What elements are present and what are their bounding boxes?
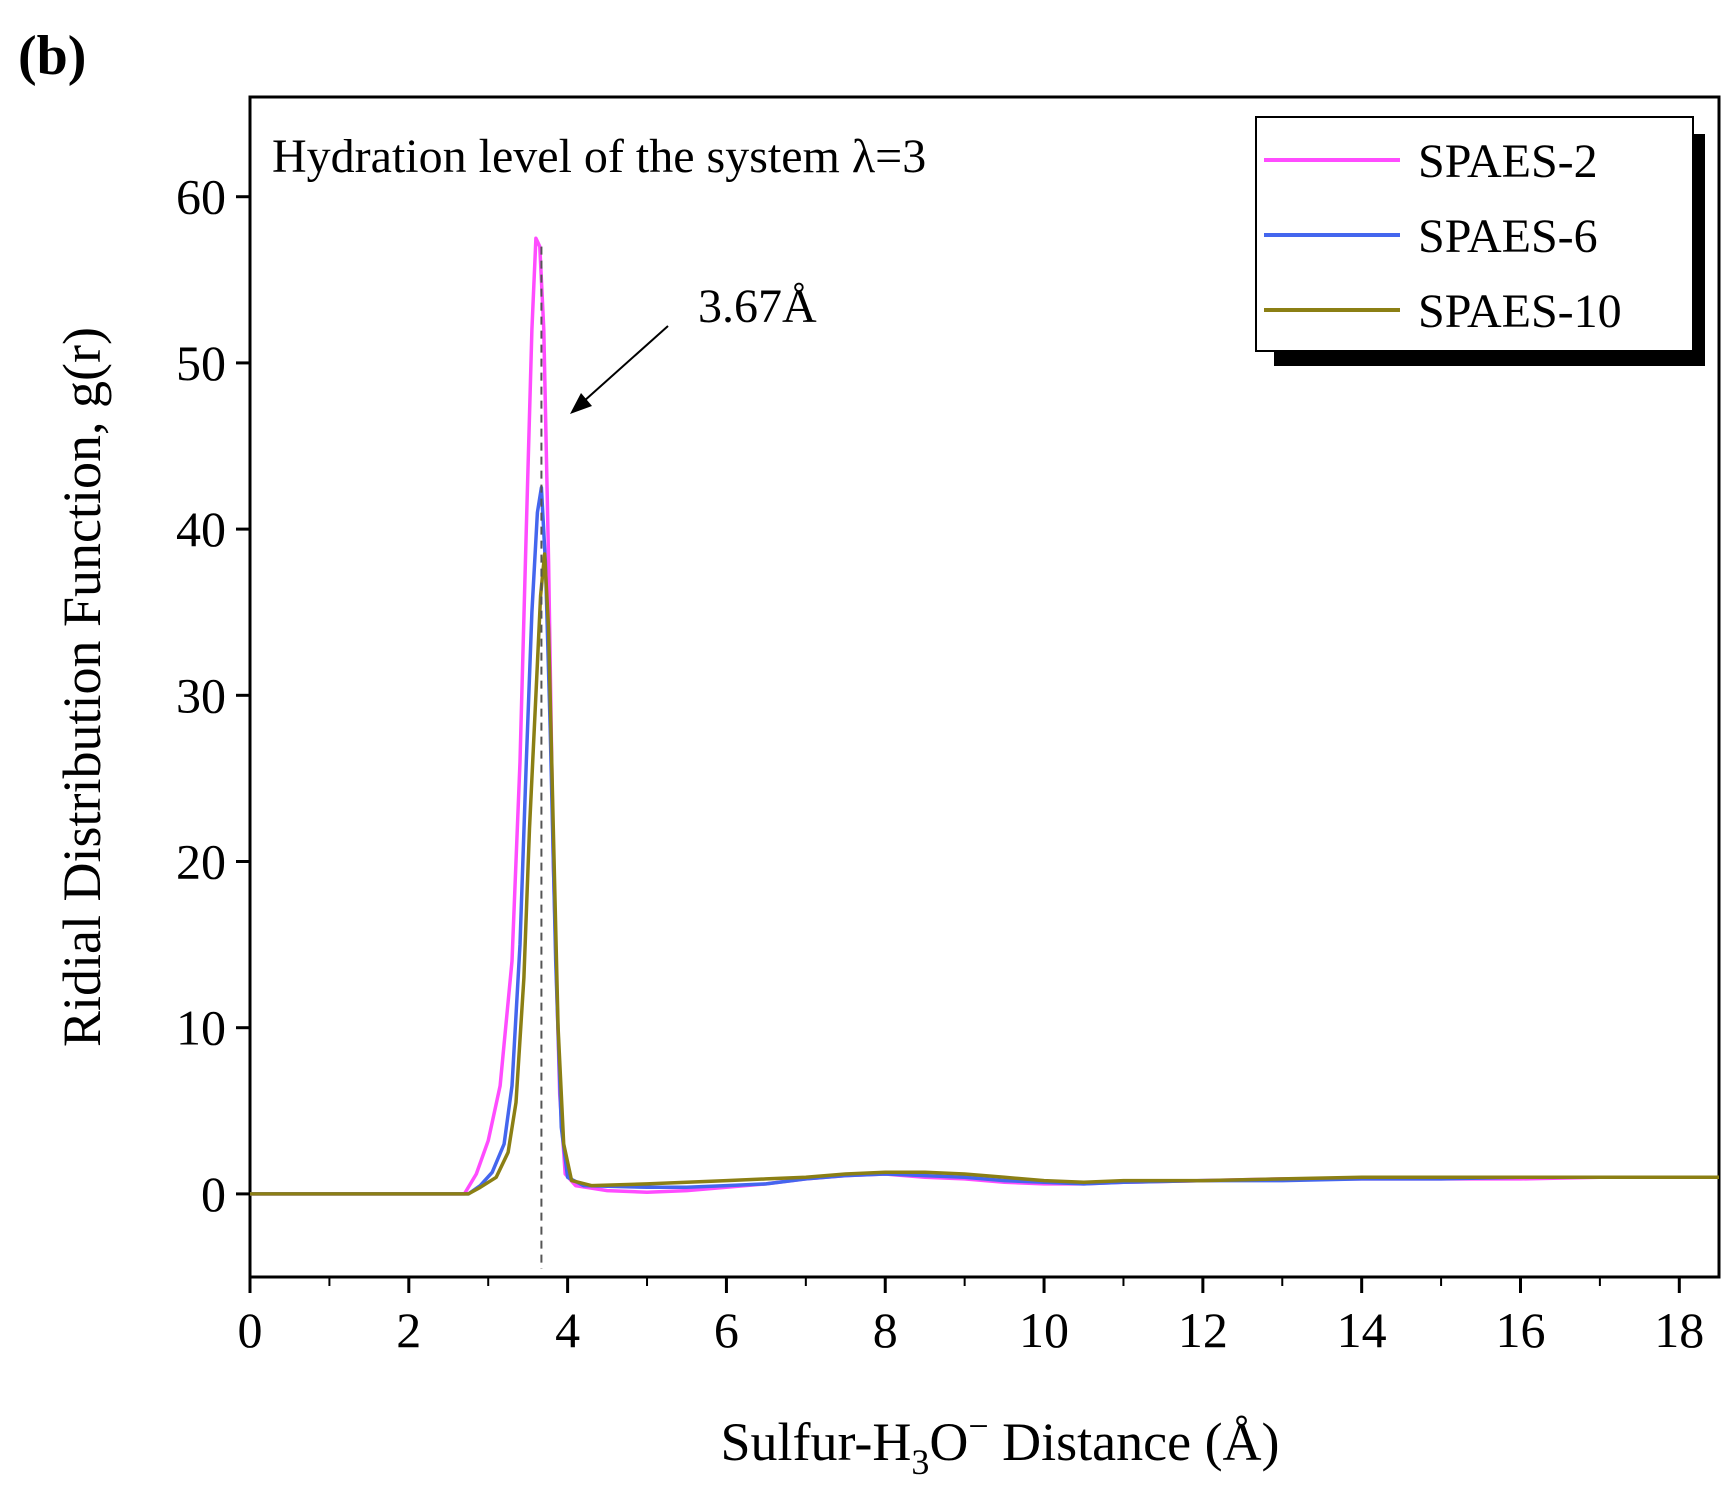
panel-label: (b) xyxy=(18,25,86,87)
y-tick-label: 60 xyxy=(176,169,226,225)
y-tick-label: 50 xyxy=(176,335,226,391)
series-layer xyxy=(250,236,1719,1196)
series-line-spaes-10 xyxy=(250,552,1719,1196)
hydration-annotation: Hydration level of the system λ=3 xyxy=(272,130,926,183)
x-tick-label: 18 xyxy=(1654,1302,1704,1358)
x-tick-label: 6 xyxy=(714,1302,739,1358)
y-axis: 0 10 20 30 40 50 60 xyxy=(176,169,250,1222)
x-axis-title-sup: − xyxy=(968,1406,988,1446)
legend-label: SPAES-6 xyxy=(1418,210,1598,263)
x-tick-label: 0 xyxy=(238,1302,263,1358)
y-tick-label: 30 xyxy=(176,667,226,723)
x-tick-label: 14 xyxy=(1337,1302,1387,1358)
x-tick-label: 8 xyxy=(873,1302,898,1358)
x-axis-title-prefix: Sulfur-H xyxy=(720,1412,911,1472)
y-tick-label: 40 xyxy=(176,501,226,557)
x-axis-title-sub: 3 xyxy=(911,1442,929,1482)
x-tick-label: 16 xyxy=(1495,1302,1545,1358)
legend-label: SPAES-10 xyxy=(1418,285,1622,338)
legend-label: SPAES-2 xyxy=(1418,135,1598,188)
x-axis: 0 2 4 6 8 10 12 14 16 18 xyxy=(238,1277,1704,1358)
x-axis-title: Sulfur-H3O− Distance (Å) xyxy=(720,1406,1279,1482)
legend: SPAES-2 SPAES-6 SPAES-10 xyxy=(1264,135,1622,338)
x-axis-title-mid: O xyxy=(929,1412,968,1472)
peak-arrow xyxy=(573,325,669,411)
y-tick-label: 20 xyxy=(176,834,226,890)
x-tick-label: 10 xyxy=(1019,1302,1069,1358)
y-axis-title: Ridial Distribution Function, g(r) xyxy=(52,327,112,1047)
y-tick-label: 10 xyxy=(176,1000,226,1056)
x-axis-title-suffix: Distance (Å) xyxy=(989,1412,1280,1472)
peak-label: 3.67Å xyxy=(698,280,817,333)
peak-arrowhead xyxy=(570,393,592,414)
x-tick-label: 4 xyxy=(555,1302,580,1358)
x-tick-label: 12 xyxy=(1178,1302,1228,1358)
x-tick-label: 2 xyxy=(396,1302,421,1358)
y-tick-label: 0 xyxy=(201,1166,226,1222)
